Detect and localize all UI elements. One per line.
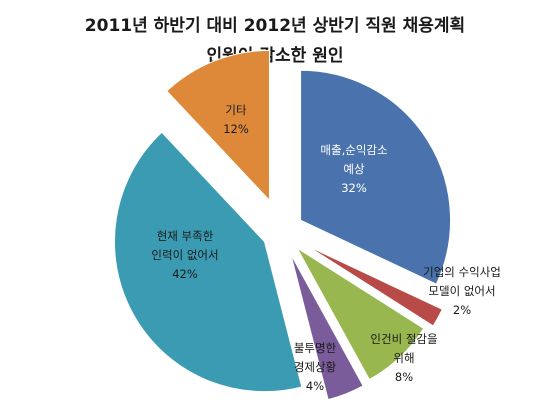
slice-value-4: 42% bbox=[172, 267, 198, 281]
slice-label-2-line-0: 인건비 절감을 bbox=[370, 332, 437, 346]
pie-slice-1 bbox=[306, 245, 443, 327]
slice-label-0-line-0: 매출,순익감소 bbox=[320, 143, 387, 157]
slice-value-0: 32% bbox=[341, 181, 367, 195]
pie-slice-3 bbox=[290, 254, 364, 401]
slice-label-4-line-1: 인력이 없어서 bbox=[151, 248, 218, 262]
slice-value-1: 2% bbox=[453, 303, 471, 317]
chart-title-line-1: 2011년 하반기 대비 2012년 상반기 직원 채용계획 bbox=[84, 16, 466, 36]
slice-label-5-line-0: 기타 bbox=[225, 103, 247, 117]
slice-label-3-line-1: 경제상황 bbox=[294, 360, 337, 374]
slice-value-3: 4% bbox=[306, 379, 324, 393]
slice-label-1-line-1: 모델이 없어서 bbox=[428, 284, 495, 298]
slice-label-4-line-0: 현재 부족한 bbox=[157, 229, 214, 243]
pie-slice-4 bbox=[113, 131, 303, 393]
slice-value-2: 8% bbox=[395, 370, 413, 384]
pie-slice-2 bbox=[296, 247, 425, 381]
pie-slice-5 bbox=[166, 49, 270, 202]
slice-label-3-line-0: 불투명한 bbox=[294, 341, 337, 355]
slice-label-1-line-0: 기업의 수익사업 bbox=[423, 265, 501, 279]
slice-label-0-line-1: 예상 bbox=[343, 162, 365, 176]
pie-slice-0 bbox=[300, 69, 452, 285]
slice-label-2-line-1: 위해 bbox=[393, 351, 414, 365]
slice-value-5: 12% bbox=[223, 122, 249, 136]
